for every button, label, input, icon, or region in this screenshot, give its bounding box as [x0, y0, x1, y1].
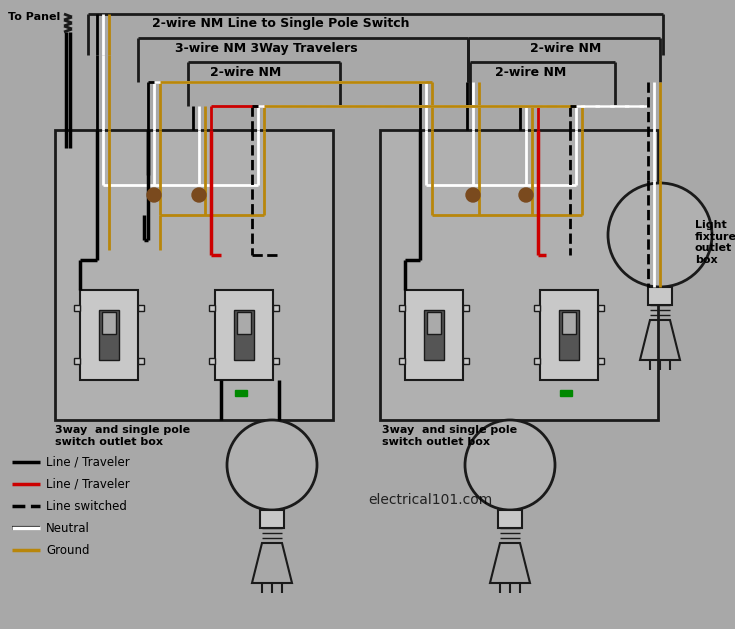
Text: 2-wire NM: 2-wire NM [530, 42, 601, 55]
Bar [534, 358, 540, 364]
Bar [540, 290, 598, 380]
Bar [427, 312, 441, 334]
Bar [399, 358, 405, 364]
Bar [559, 310, 579, 360]
Bar [463, 305, 469, 311]
Bar [424, 310, 444, 360]
Bar [399, 305, 405, 311]
Circle shape [192, 188, 206, 202]
Bar [215, 290, 273, 380]
Bar [74, 305, 80, 311]
Bar [234, 310, 254, 360]
Text: Line / Traveler: Line / Traveler [46, 455, 130, 469]
Bar [55, 130, 333, 420]
Bar [562, 312, 576, 334]
Text: 3way  and single pole
switch outlet box: 3way and single pole switch outlet box [382, 425, 517, 447]
Text: 3-wire NM 3Way Travelers: 3-wire NM 3Way Travelers [175, 42, 358, 55]
Text: electrical101.com: electrical101.com [368, 493, 492, 507]
Text: To Panel: To Panel [8, 12, 60, 22]
Text: 2-wire NM: 2-wire NM [210, 66, 282, 79]
Bar [260, 510, 284, 528]
Circle shape [466, 188, 480, 202]
Bar [74, 358, 80, 364]
Bar [380, 130, 658, 420]
Text: Line switched: Line switched [46, 499, 127, 513]
Bar [498, 510, 522, 528]
Bar [273, 305, 279, 311]
Text: Ground: Ground [46, 543, 90, 557]
Bar [138, 305, 144, 311]
Bar [237, 312, 251, 334]
Text: 2-wire NM Line to Single Pole Switch: 2-wire NM Line to Single Pole Switch [152, 17, 409, 30]
Bar [463, 358, 469, 364]
Bar [648, 287, 672, 305]
Text: Neutral: Neutral [46, 521, 90, 535]
Bar [138, 358, 144, 364]
Bar [405, 290, 463, 380]
Bar [99, 310, 119, 360]
Bar [273, 358, 279, 364]
Bar [598, 358, 604, 364]
Bar [598, 305, 604, 311]
Bar [235, 390, 247, 396]
Text: 3way  and single pole
switch outlet box: 3way and single pole switch outlet box [55, 425, 190, 447]
Bar [534, 305, 540, 311]
Bar [209, 305, 215, 311]
Circle shape [519, 188, 533, 202]
Circle shape [227, 420, 317, 510]
Text: Light
fixture
outlet
box: Light fixture outlet box [695, 220, 735, 265]
Text: 2-wire NM: 2-wire NM [495, 66, 566, 79]
Bar [80, 290, 138, 380]
Circle shape [147, 188, 161, 202]
Bar [560, 390, 572, 396]
Circle shape [465, 420, 555, 510]
Text: Line / Traveler: Line / Traveler [46, 477, 130, 491]
Bar [209, 358, 215, 364]
Bar [102, 312, 116, 334]
Circle shape [608, 183, 712, 287]
